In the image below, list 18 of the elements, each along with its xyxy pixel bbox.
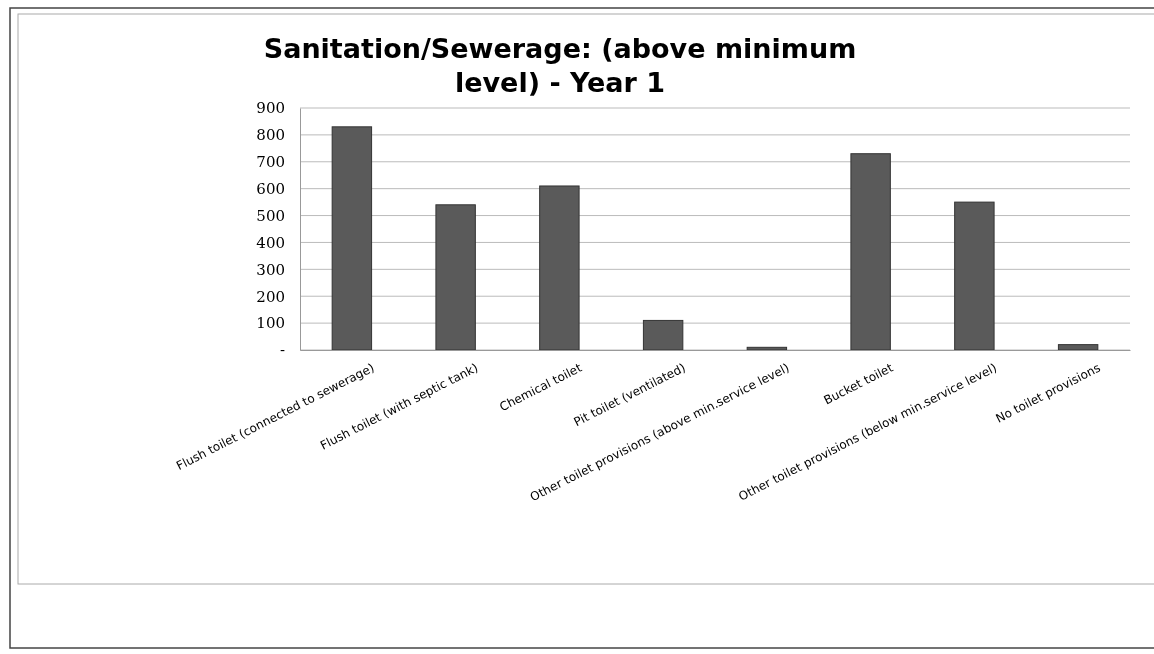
y-tick-label: 300 (256, 260, 285, 279)
y-tick-label: 400 (256, 233, 285, 252)
bar (331, 126, 373, 351)
chart-title: Sanitation/Sewerage: (above minimum level) - Year 1 (263, 33, 857, 98)
y-tick-label: 600 (256, 179, 285, 198)
y-tick-label: 700 (256, 153, 285, 172)
y-tick-label: - (279, 341, 285, 360)
y-tick-label: 500 (256, 206, 285, 225)
bar (539, 185, 580, 351)
bar (642, 319, 684, 351)
y-tick-label: 100 (256, 314, 285, 333)
bar (435, 204, 476, 351)
y-tick-label: 200 (256, 287, 285, 306)
bar (954, 201, 995, 351)
bar (850, 153, 891, 351)
bar (1057, 344, 1099, 351)
y-tick-label: 900 (256, 99, 285, 118)
y-tick-label: 800 (256, 126, 285, 145)
